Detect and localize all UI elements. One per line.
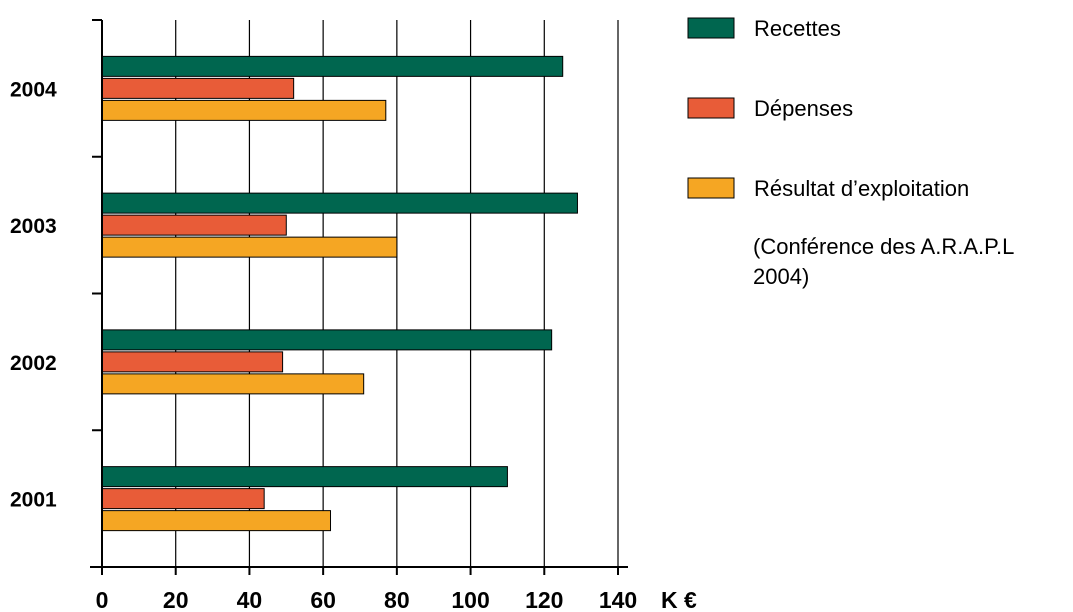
- x-tick-label-20: 20: [163, 587, 189, 612]
- bar-2002-d-penses: [101, 351, 284, 373]
- bar-2002-recettes: [101, 329, 553, 351]
- y-tick-label-2002: 2002: [10, 352, 57, 375]
- bar-2004-r-sultat-d-exploitation: [101, 99, 387, 121]
- legend-swatch-recettes: [687, 17, 735, 39]
- legend: Recettes Dépenses Résultat d’exploitation: [687, 16, 969, 201]
- bar-2003-r-sultat-d-exploitation: [101, 236, 398, 258]
- bar-2003-recettes: [101, 192, 578, 214]
- legend-label-recettes: Recettes: [754, 16, 841, 41]
- x-tick-label-140: 140: [599, 587, 637, 612]
- legend-swatch-r-sultat-d-exploitation: [687, 177, 735, 199]
- y-tick-labels: 2001 2002 2003 2004: [10, 78, 57, 511]
- legend-label-d-penses: Dépenses: [754, 96, 853, 121]
- x-tick-label-80: 80: [384, 587, 410, 612]
- x-tick-labels: 0 20 40 60 80 100 120 140: [96, 587, 638, 612]
- legend-label-r-sultat-d-exploitation: Résultat d’exploitation: [754, 176, 969, 201]
- x-tick-label-120: 120: [525, 587, 563, 612]
- note-line-2: 2004): [753, 264, 809, 289]
- note-line-1: (Conférence des A.R.A.P.L: [753, 234, 1014, 259]
- y-tick-label-2004: 2004: [10, 78, 57, 101]
- bar-2001-d-penses: [101, 488, 265, 510]
- bar-2003-d-penses: [101, 214, 287, 236]
- legend-swatch-d-penses: [687, 97, 735, 119]
- axes: [90, 20, 628, 568]
- x-unit-label: K €: [661, 587, 697, 612]
- bar-2001-r-sultat-d-exploitation: [101, 510, 332, 532]
- source-note: (Conférence des A.R.A.P.L 2004): [753, 234, 1014, 289]
- y-tick-label-2001: 2001: [10, 489, 57, 512]
- bars: [101, 55, 578, 532]
- x-tick-label-0: 0: [96, 587, 109, 612]
- y-tick-label-2003: 2003: [10, 215, 57, 238]
- x-tick-label-100: 100: [451, 587, 489, 612]
- x-tick-label-60: 60: [310, 587, 336, 612]
- x-tick-label-40: 40: [237, 587, 263, 612]
- bar-2004-d-penses: [101, 77, 295, 99]
- bar-2004-recettes: [101, 55, 564, 77]
- bar-2002-r-sultat-d-exploitation: [101, 373, 365, 395]
- bar-2001-recettes: [101, 466, 508, 488]
